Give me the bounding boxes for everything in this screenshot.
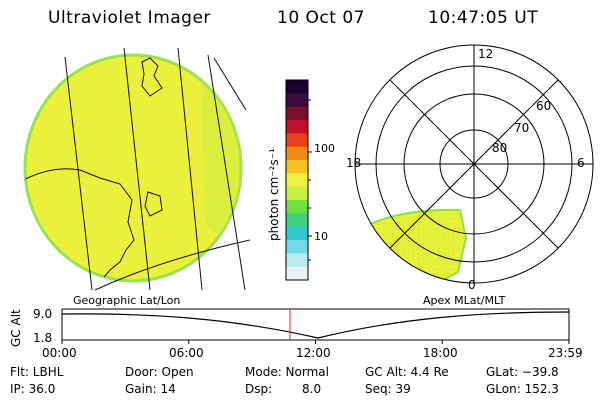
colorbar-units-label: photon cm⁻²s⁻¹ [267,148,281,241]
mlt-label-6: 6 [577,156,585,170]
colorbar-segment [286,213,308,228]
colorbar-segment [286,253,308,268]
lat-label-80: 80 [492,141,507,155]
colorbar-segment [286,266,308,281]
dsp-value: 8.0 [302,382,322,396]
colorbar-segment [286,200,308,214]
colorbar-segment [286,93,308,108]
dsp-label: Dsp: [245,382,273,396]
colorbar-segment [286,133,308,148]
colorbar-tick-10: 10 [314,230,328,243]
colorbar-segment [286,173,308,188]
time-label: 10:47:05 UT [428,8,539,28]
colorbar-tick-100: 100 [314,142,335,155]
colorbar-segment [286,186,308,201]
glon-info: GLon: 152.3 [486,382,559,396]
glat-info: GLat: −39.8 [486,365,559,379]
seq-info: Seq: 39 [365,382,411,396]
date-label: 10 Oct 07 [277,8,365,28]
gain-info: Gain: 14 [125,382,176,396]
colorbar-segment [286,240,308,254]
colorbar-segment [286,106,308,121]
longitude-lines [64,47,251,291]
time-tick-1200: 12:00 [296,346,331,360]
geographic-grid-label: Geographic Lat/Lon [73,294,181,307]
gc-alt-info: GC Alt: 4.4 Re [365,365,449,379]
time-tick-0000: 00:00 [42,346,77,360]
time-tick-0600: 06:00 [169,346,204,360]
altitude-timeline[interactable]: GC Alt 9.0 1.8 [9,307,570,347]
polar-plot: 12 18 6 0 60 70 80 [346,44,594,292]
colorbar-segment [286,146,308,161]
colorbar-segment [286,120,308,134]
colorbar: 100 10 photon cm⁻²s⁻¹ [267,79,335,281]
time-tick-1800: 18:00 [423,346,458,360]
filter-info: Flt: LBHL [10,365,64,379]
lat-label-70: 70 [514,121,529,135]
mlt-label-18: 18 [346,156,361,170]
app-title: Ultraviolet Imager [48,8,211,28]
earth-disk-image [23,47,251,291]
mode-info: Mode: Normal [245,365,329,379]
ip-info: IP: 36.0 [10,382,56,396]
door-info: Door: Open [125,365,194,379]
gc-alt-axis-label: GC Alt [9,309,23,347]
colorbar-segment [286,80,308,94]
time-tick-2359: 23:59 [548,346,583,360]
lat-label-60: 60 [536,99,551,113]
mlt-label-12: 12 [478,47,493,61]
colorbar-segment [286,160,308,174]
mlt-label-0: 0 [468,278,476,292]
gc-alt-tick-high: 9.0 [33,307,52,321]
gc-alt-tick-low: 1.8 [33,331,52,345]
colorbar-segment [286,226,308,241]
apex-grid-label: Apex MLat/MLT [423,294,506,307]
